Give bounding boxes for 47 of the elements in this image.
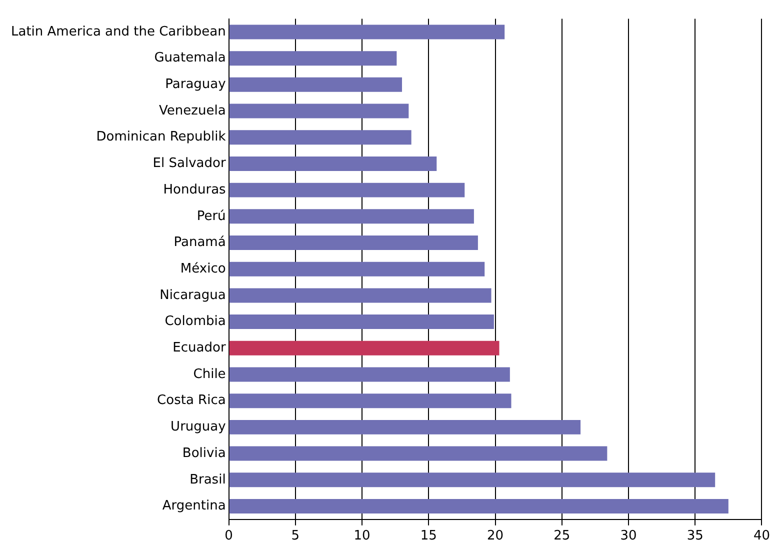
x-tick-label: 0 — [224, 528, 233, 544]
bar — [229, 472, 716, 488]
y-tick-label: Perú — [196, 208, 226, 224]
y-tick-label: Nicaragua — [160, 288, 226, 303]
y-tick-label: Bolivia — [182, 446, 226, 461]
bar — [229, 182, 465, 198]
bar — [229, 24, 505, 40]
y-tick-label: Colombia — [164, 314, 226, 330]
bar — [229, 236, 478, 250]
bar — [229, 262, 485, 276]
y-tick-label: Panamá — [174, 235, 226, 250]
y-tick-label: Costa Rica — [157, 393, 226, 408]
bar — [229, 288, 492, 303]
y-tick-label: Dominican Republik — [96, 130, 226, 145]
bar — [229, 77, 402, 92]
y-tick-label: Ecuador — [172, 340, 226, 356]
bar — [229, 209, 474, 224]
y-tick-label: Guatemala — [154, 50, 226, 66]
x-tick-label: 10 — [354, 528, 370, 544]
y-tick-label: Paraguay — [165, 77, 226, 92]
y-tick-label: Honduras — [163, 182, 226, 198]
bar — [229, 130, 412, 145]
x-tick-label: 20 — [486, 528, 504, 544]
y-tick-label: Venezuela — [159, 103, 226, 118]
bar — [229, 314, 494, 330]
bar — [229, 104, 409, 118]
y-tick-label: Latin America and the Caribbean — [11, 24, 226, 40]
bar — [229, 498, 728, 514]
x-tick-label: 15 — [420, 528, 437, 544]
bar — [229, 446, 608, 461]
y-tick-label: Chile — [193, 366, 226, 382]
y-tick-label: El Salvador — [152, 156, 226, 172]
y-tick-label: Brasil — [190, 472, 226, 488]
bar — [229, 156, 437, 171]
x-tick-label: 30 — [620, 528, 637, 544]
x-tick-label: 40 — [753, 528, 770, 544]
bar — [229, 367, 510, 382]
bar — [229, 420, 581, 434]
x-tick-label: 5 — [291, 528, 300, 544]
y-tick-label: México — [180, 261, 226, 276]
bar — [229, 394, 512, 408]
x-tick-label: 35 — [686, 528, 704, 544]
y-tick-label: Uruguay — [170, 420, 226, 435]
bar — [229, 340, 500, 356]
x-tick-label: 25 — [554, 528, 570, 544]
bar — [229, 51, 397, 66]
y-tick-label: Argentina — [162, 498, 226, 514]
